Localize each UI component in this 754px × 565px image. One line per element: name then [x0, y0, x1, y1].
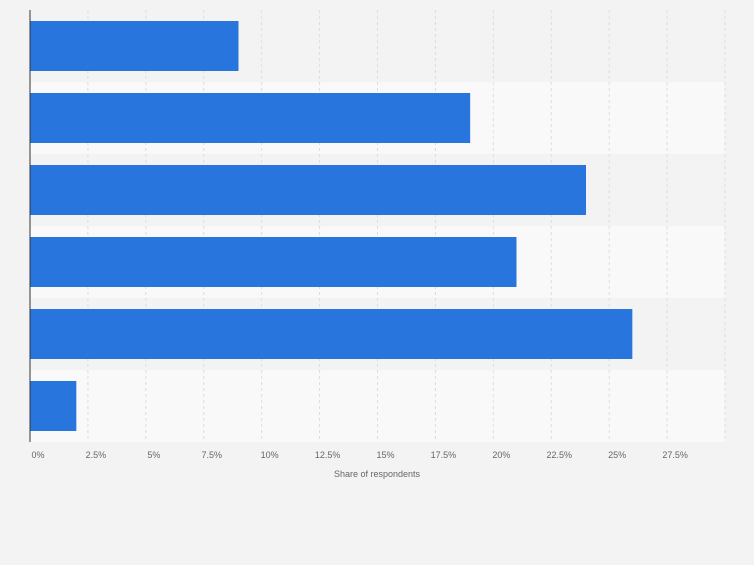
- bar[interactable]: [30, 93, 471, 143]
- x-tick-label: 22.5%: [546, 450, 572, 460]
- x-tick-label: 17.5%: [431, 450, 457, 460]
- x-tick-label: 15%: [376, 450, 394, 460]
- x-tick-label: 2.5%: [86, 450, 107, 460]
- x-tick-label: 27.5%: [662, 450, 688, 460]
- bars: [30, 21, 633, 431]
- x-axis-tick-labels: 0% 2.5% 5% 7.5% 10% 12.5% 15% 17.5% 20% 22.5% 25% 2…: [31, 450, 687, 460]
- bar[interactable]: [30, 381, 77, 431]
- x-tick-label: 20%: [492, 450, 510, 460]
- bar[interactable]: [30, 309, 633, 359]
- bar[interactable]: [30, 21, 239, 71]
- x-tick-label: 0%: [31, 450, 44, 460]
- x-tick-label: 7.5%: [201, 450, 222, 460]
- gridlines: [87, 10, 726, 442]
- x-axis-title: Share of respondents: [334, 469, 421, 479]
- x-tick-label: 12.5%: [315, 450, 341, 460]
- bar[interactable]: [30, 165, 586, 215]
- x-tick-label: 25%: [608, 450, 626, 460]
- x-tick-label: 10%: [261, 450, 279, 460]
- bar[interactable]: [30, 237, 517, 287]
- x-tick-label: 5%: [147, 450, 160, 460]
